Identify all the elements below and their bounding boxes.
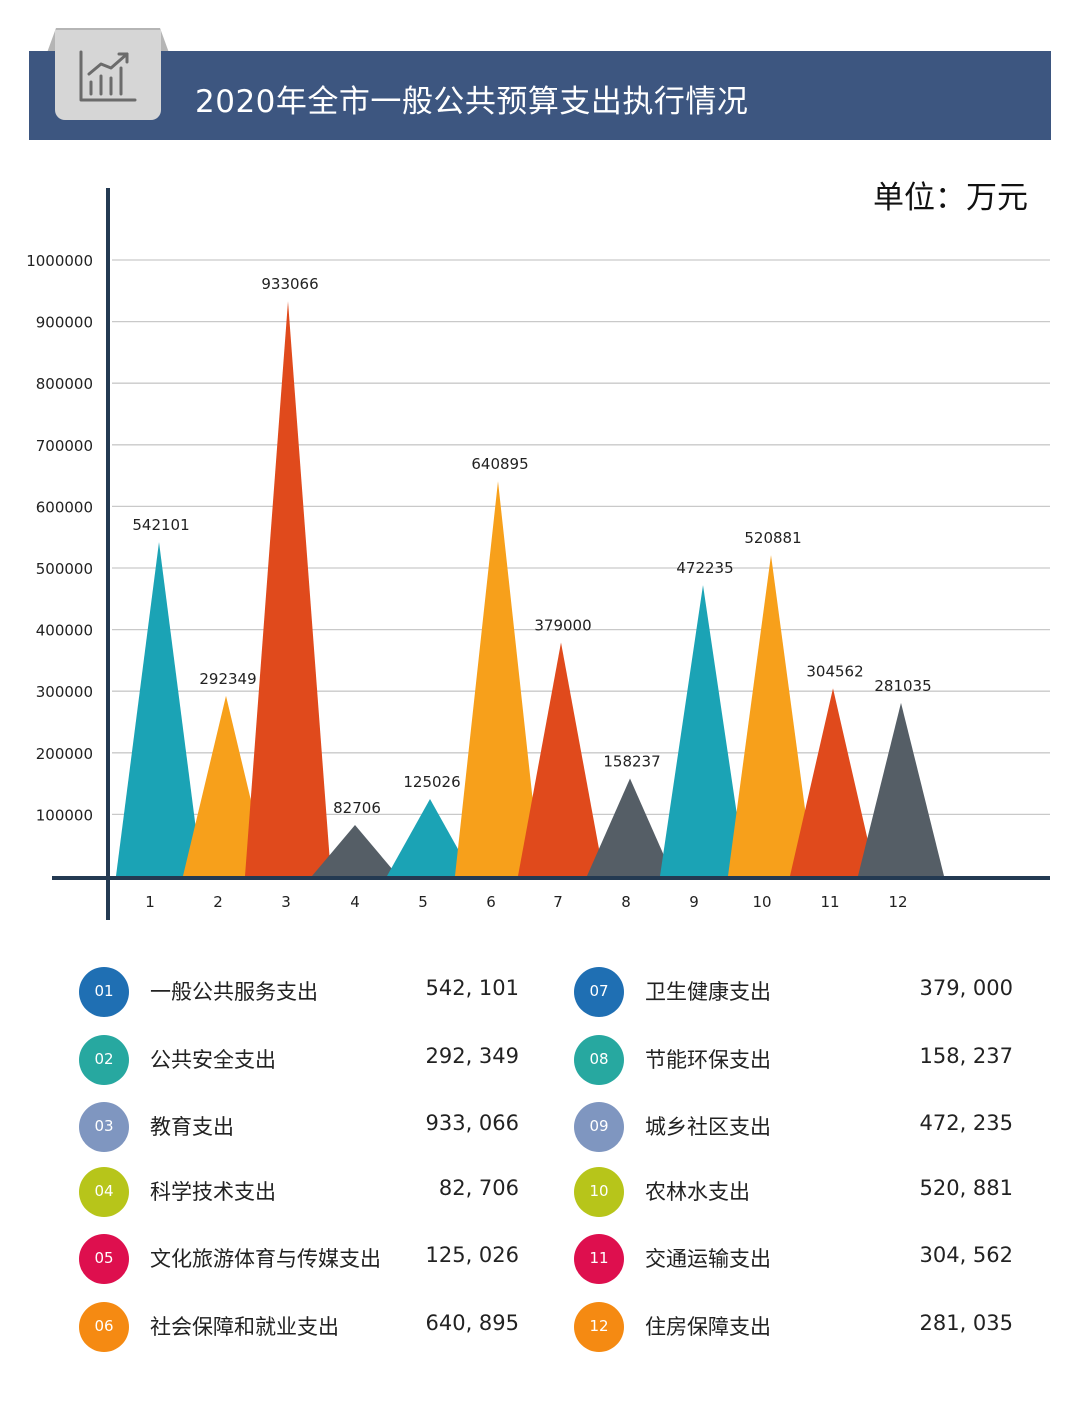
peak-10	[728, 555, 814, 876]
chart-area: 100000 200000 300000 400000 500000 600000 7000…	[26, 188, 1050, 920]
peak-4	[312, 825, 398, 876]
y-tick-label: 800000	[36, 375, 93, 393]
legend-badge: 01	[79, 967, 129, 1017]
legend-badge: 10	[574, 1167, 624, 1217]
legend-item: 03 教育支出 933, 066	[79, 1102, 519, 1152]
x-tick-label: 1	[145, 893, 155, 911]
legend-value: 640, 895	[425, 1311, 519, 1335]
legend-value: 304, 562	[919, 1243, 1013, 1267]
legend-name: 一般公共服务支出	[150, 980, 318, 1004]
peak-9	[660, 585, 746, 876]
legend-value: 520, 881	[919, 1176, 1013, 1200]
page-title: 2020年全市一般公共预算支出执行情况	[195, 84, 749, 120]
y-tick-label: 300000	[36, 683, 93, 701]
legend-name: 住房保障支出	[645, 1315, 771, 1339]
x-tick-label: 5	[418, 893, 428, 911]
legend-value: 292, 349	[425, 1044, 519, 1068]
legend-badge: 09	[574, 1102, 624, 1152]
legend-value: 125, 026	[425, 1243, 519, 1267]
data-label: 158237	[603, 753, 660, 771]
y-tick-label: 100000	[36, 806, 93, 824]
legend-badge: 04	[79, 1167, 129, 1217]
y-tick-label: 500000	[36, 560, 93, 578]
x-tick-label: 9	[689, 893, 699, 911]
legend-value: 281, 035	[919, 1311, 1013, 1335]
legend-badge: 07	[574, 967, 624, 1017]
legend-name: 教育支出	[150, 1115, 234, 1139]
y-tick-label: 600000	[36, 498, 93, 516]
legend-badge: 06	[79, 1302, 129, 1352]
data-label: 304562	[806, 662, 863, 680]
legend-item: 06 社会保障和就业支出 640, 895	[79, 1302, 519, 1352]
legend-value: 158, 237	[919, 1044, 1013, 1068]
legend-item: 04 科学技术支出 82, 706	[79, 1167, 519, 1217]
peak-7	[518, 642, 604, 876]
legend-item: 11 交通运输支出 304, 562	[574, 1234, 1013, 1284]
chart-icon	[55, 30, 161, 120]
legend-name: 城乡社区支出	[645, 1115, 771, 1139]
legend-name: 农林水支出	[645, 1180, 750, 1204]
legend-name: 节能环保支出	[645, 1048, 771, 1072]
legend-item: 10 农林水支出 520, 881	[574, 1167, 1013, 1217]
legend-badge: 05	[79, 1234, 129, 1284]
data-label: 281035	[874, 677, 931, 695]
peak-11	[790, 688, 876, 876]
x-tick-label: 11	[820, 893, 839, 911]
legend-item: 12 住房保障支出 281, 035	[574, 1302, 1013, 1352]
legend-name: 卫生健康支出	[645, 980, 771, 1004]
data-label: 125026	[403, 773, 460, 791]
x-tick-label: 6	[486, 893, 496, 911]
peak-1	[116, 542, 202, 876]
x-tick-label: 3	[281, 893, 291, 911]
legend-name: 社会保障和就业支出	[150, 1315, 339, 1339]
x-tick-label: 10	[752, 893, 771, 911]
y-tick-label: 1000000	[26, 252, 93, 270]
legend-item: 08 节能环保支出 158, 237	[574, 1035, 1013, 1085]
legend-item: 01 一般公共服务支出 542, 101	[79, 967, 519, 1017]
y-tick-label: 400000	[36, 622, 93, 640]
data-label: 640895	[471, 455, 528, 473]
legend-badge: 03	[79, 1102, 129, 1152]
y-tick-label: 900000	[36, 314, 93, 332]
data-label: 292349	[199, 670, 256, 688]
legend-value: 82, 706	[438, 1176, 519, 1200]
data-label: 542101	[132, 516, 189, 534]
legend-name: 文化旅游体育与传媒支出	[150, 1247, 381, 1271]
y-tick-label: 700000	[36, 437, 93, 455]
title-banner	[29, 51, 1051, 140]
legend-value: 542, 101	[425, 976, 519, 1000]
data-label: 379000	[534, 617, 591, 635]
legend-item: 07 卫生健康支出 379, 000	[574, 967, 1013, 1017]
peak-12	[858, 702, 944, 876]
data-label: 472235	[676, 559, 733, 577]
data-label: 520881	[744, 529, 801, 547]
x-tick-label: 7	[553, 893, 563, 911]
peak-3	[245, 301, 331, 877]
peak-5	[387, 798, 473, 876]
legend-item: 05 文化旅游体育与传媒支出 125, 026	[79, 1234, 519, 1284]
x-tick-label: 4	[350, 893, 360, 911]
x-tick-label: 2	[213, 893, 223, 911]
legend-value: 379, 000	[919, 976, 1013, 1000]
peak-2	[183, 695, 269, 876]
legend-item: 02 公共安全支出 292, 349	[79, 1035, 519, 1085]
legend-name: 科学技术支出	[150, 1180, 276, 1204]
legend-value: 472, 235	[919, 1111, 1013, 1135]
data-label: 82706	[333, 799, 381, 817]
legend-badge: 02	[79, 1035, 129, 1085]
legend-item: 09 城乡社区支出 472, 235	[574, 1102, 1013, 1152]
unit-label: 单位：万元	[873, 180, 1028, 216]
x-tick-label: 12	[888, 893, 907, 911]
legend-name: 交通运输支出	[645, 1247, 771, 1271]
peak-6	[455, 481, 541, 876]
legend-badge: 11	[574, 1234, 624, 1284]
peak-8	[587, 778, 673, 876]
legend-name: 公共安全支出	[150, 1048, 276, 1072]
data-label: 933066	[261, 275, 318, 293]
x-tick-label: 8	[621, 893, 631, 911]
legend-badge: 08	[574, 1035, 624, 1085]
y-tick-label: 200000	[36, 745, 93, 763]
legend-badge: 12	[574, 1302, 624, 1352]
legend-value: 933, 066	[425, 1111, 519, 1135]
